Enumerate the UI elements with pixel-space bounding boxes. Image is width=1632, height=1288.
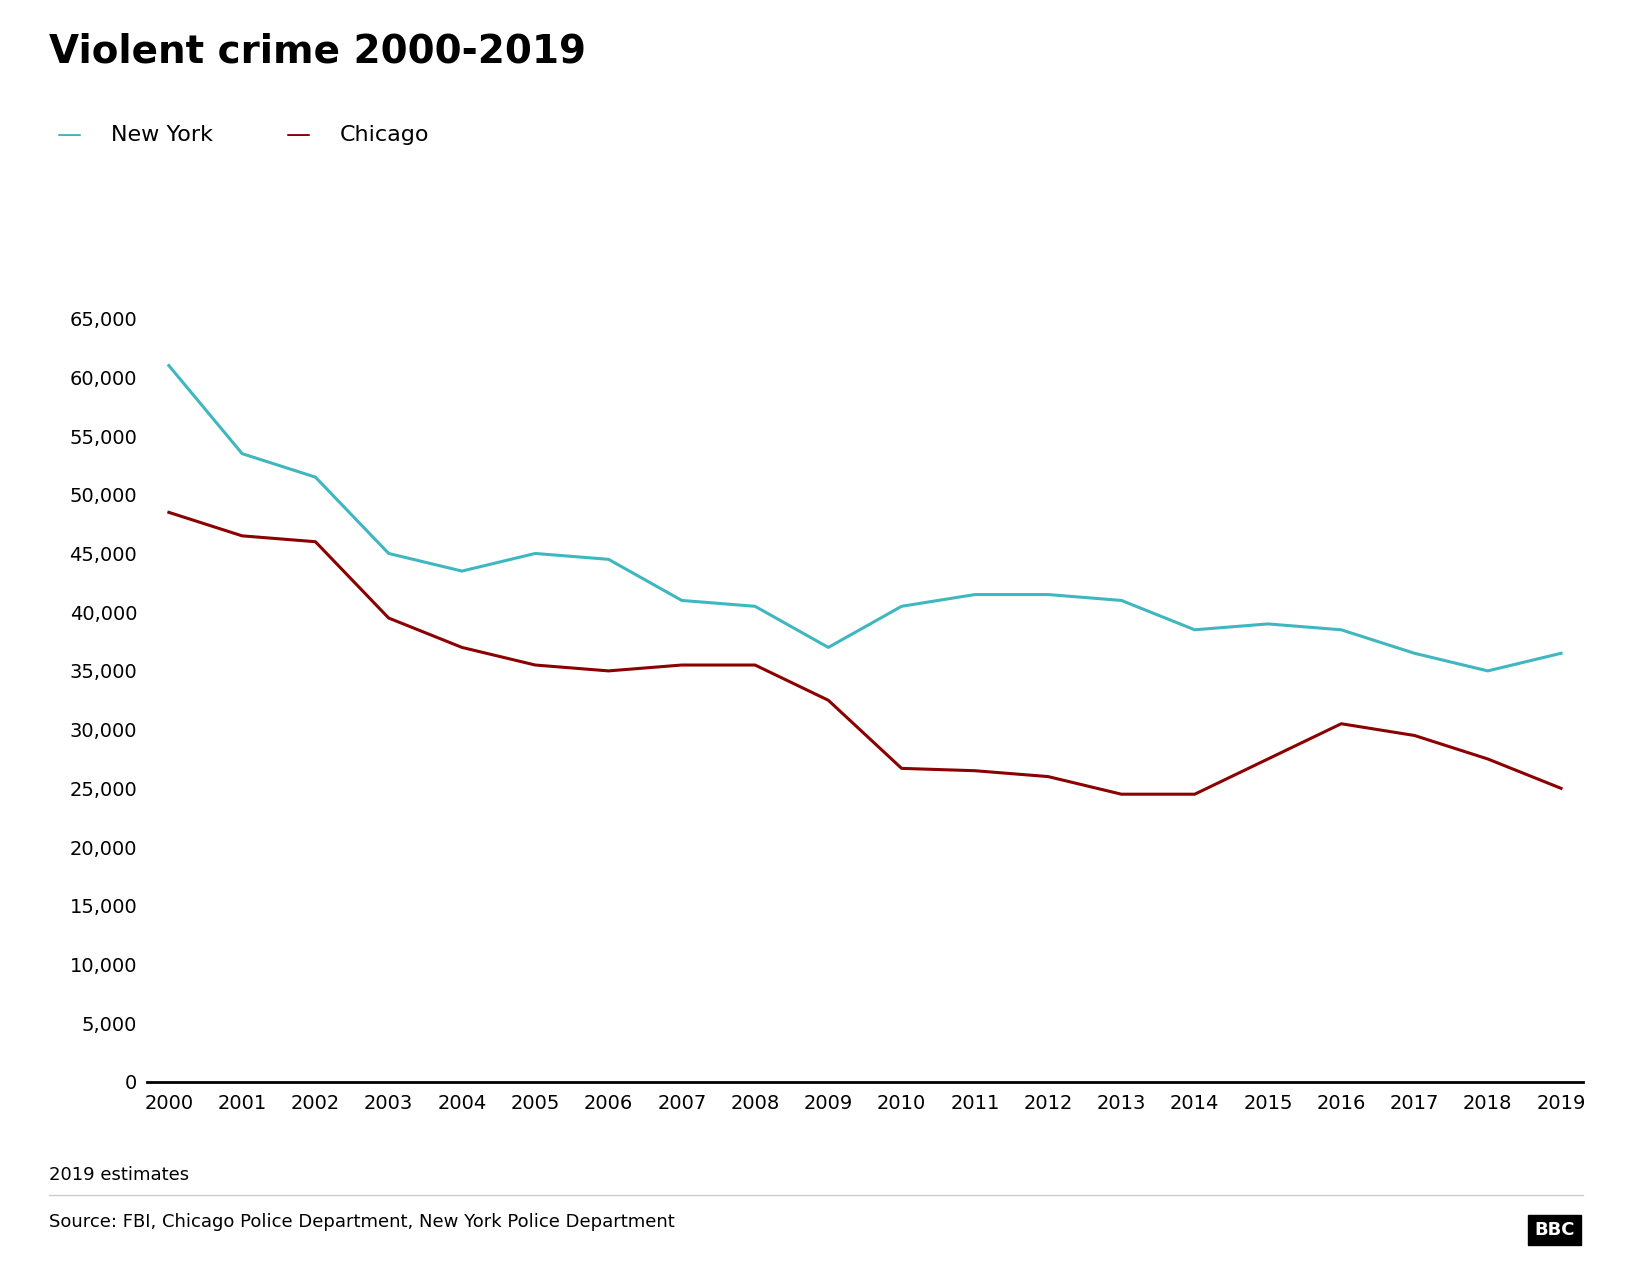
Text: —: — — [57, 124, 82, 147]
Text: Source: FBI, Chicago Police Department, New York Police Department: Source: FBI, Chicago Police Department, … — [49, 1213, 674, 1231]
Text: —: — — [286, 124, 310, 147]
Text: Chicago: Chicago — [339, 125, 429, 146]
Text: 2019 estimates: 2019 estimates — [49, 1166, 189, 1184]
Text: BBC: BBC — [1534, 1221, 1575, 1239]
Text: New York: New York — [111, 125, 212, 146]
Text: Violent crime 2000-2019: Violent crime 2000-2019 — [49, 32, 586, 71]
